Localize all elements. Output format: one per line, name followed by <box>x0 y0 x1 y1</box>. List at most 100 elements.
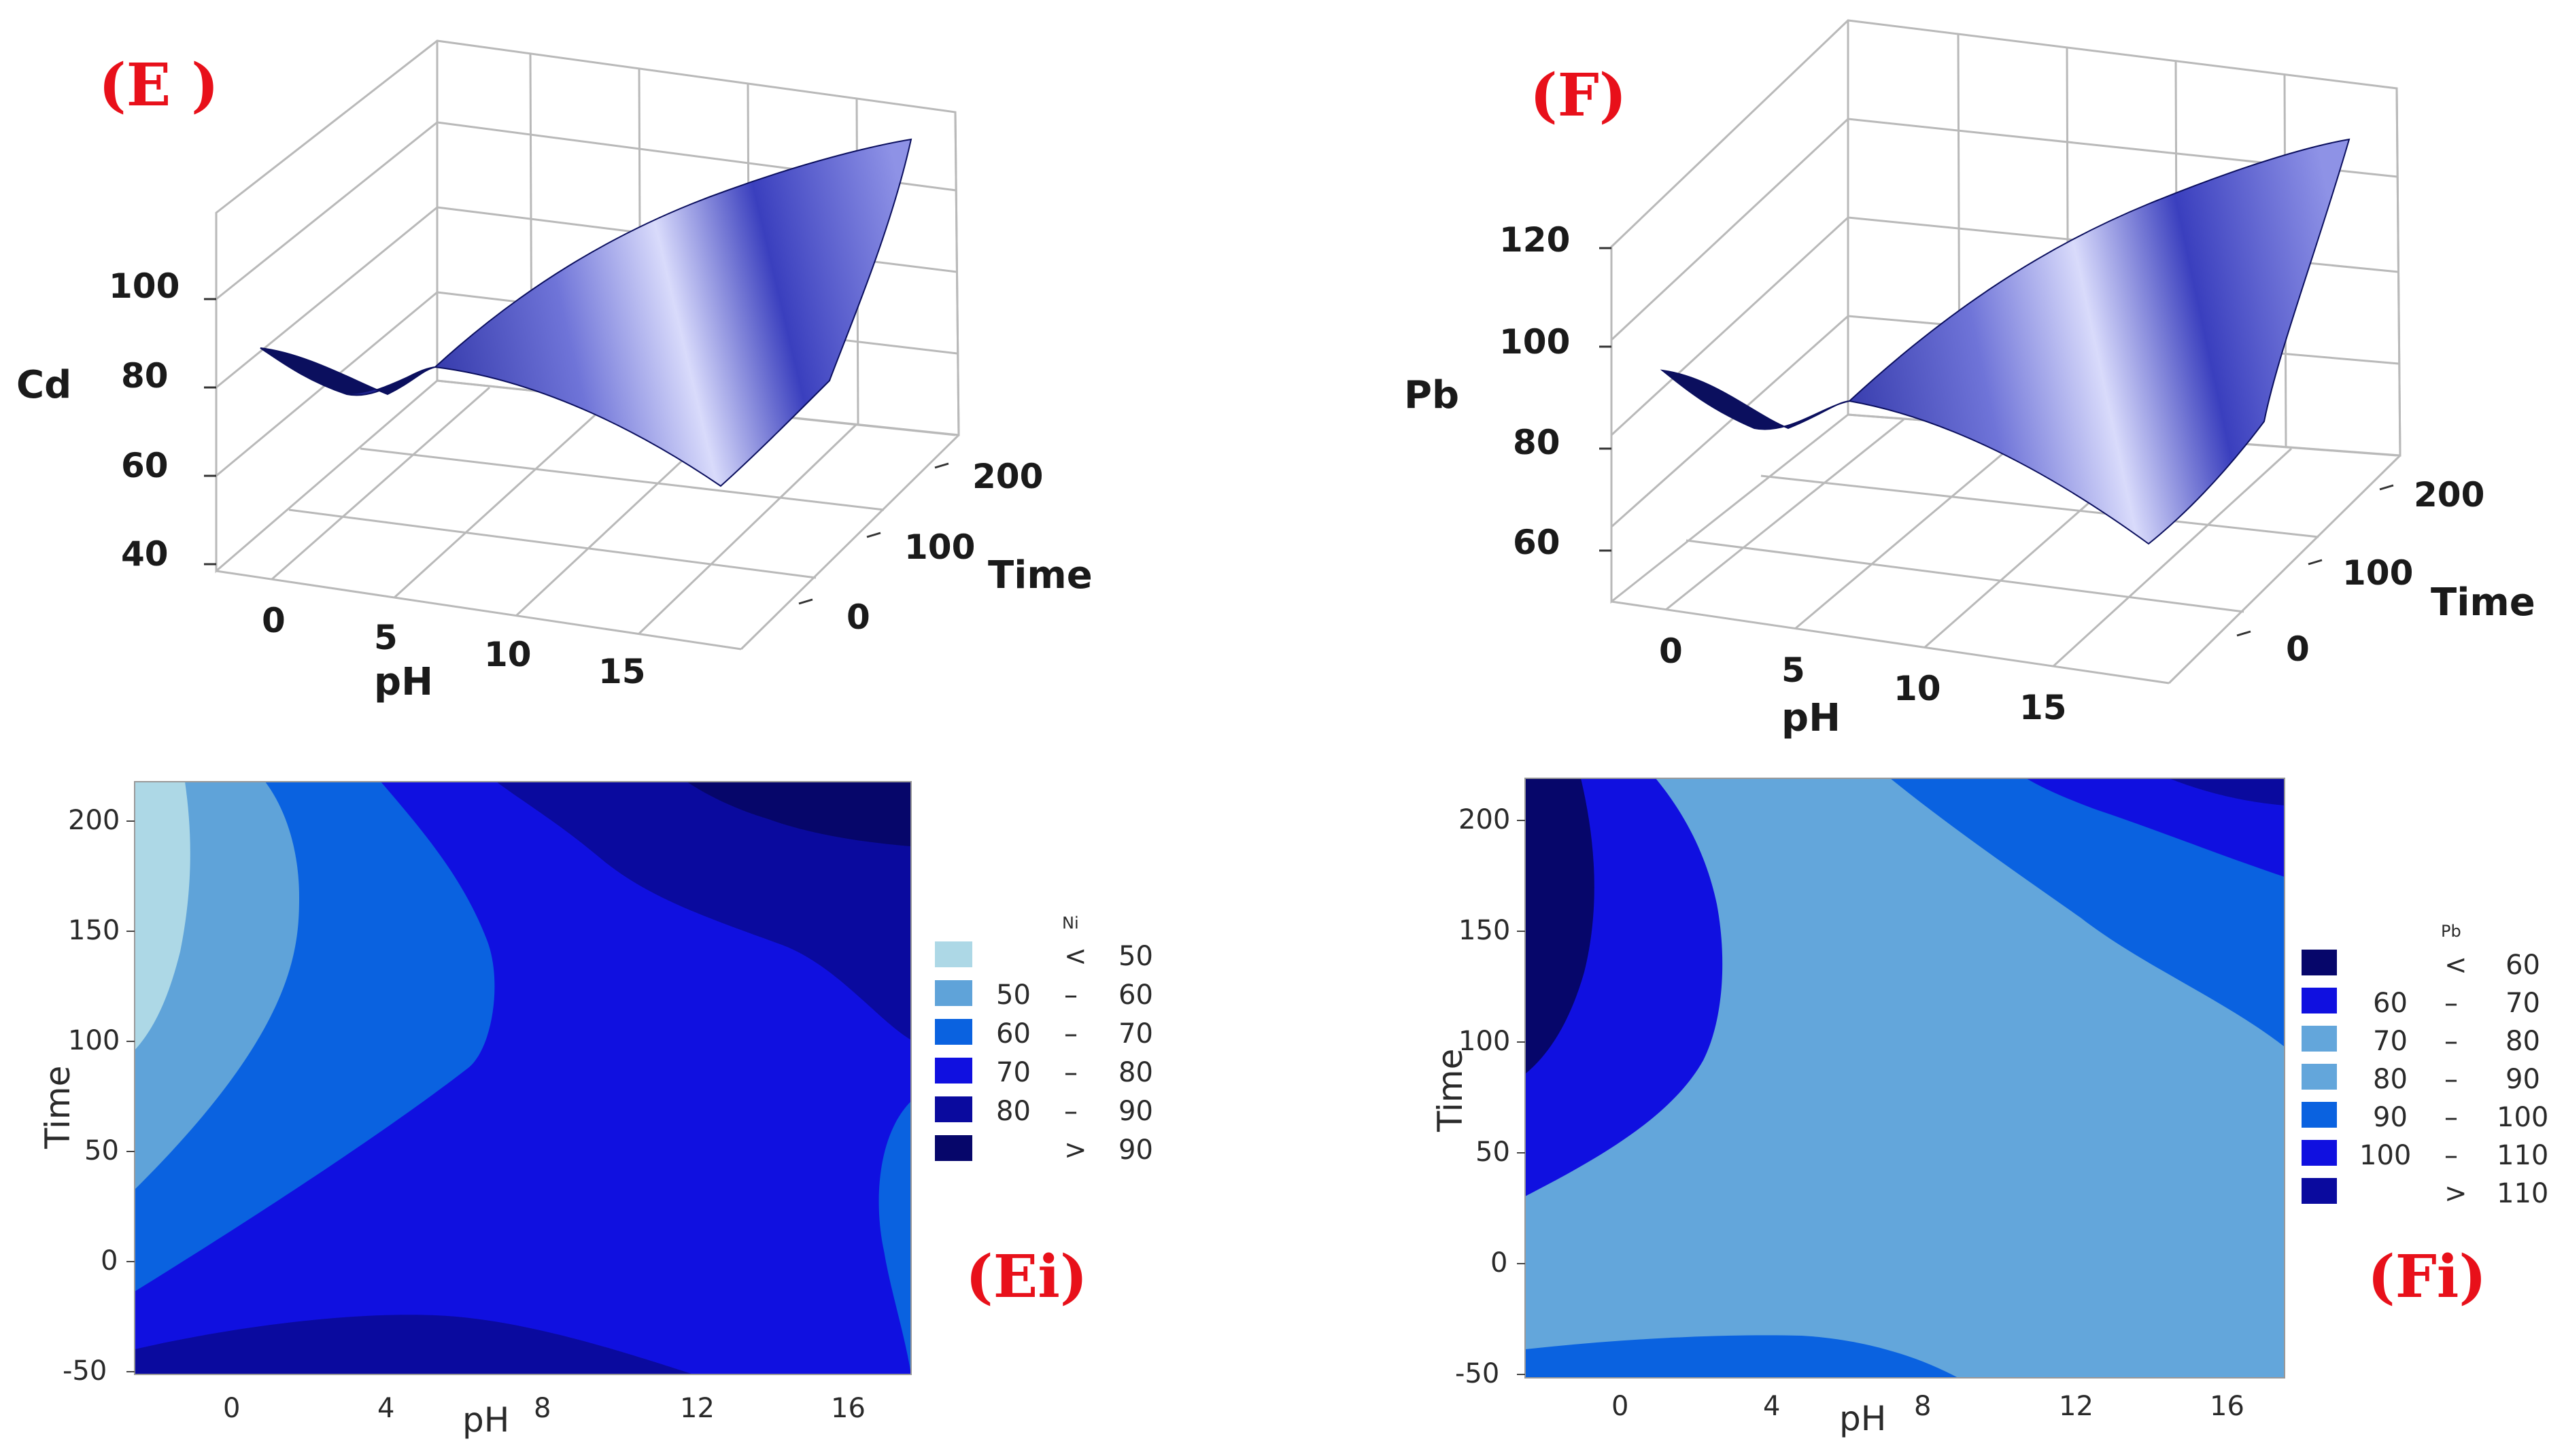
legend-swatch <box>2302 1102 2337 1128</box>
contour-fi-y-tick: 100 <box>1458 1026 1510 1057</box>
legend-item-text: 80 <box>2373 1064 2408 1095</box>
legend-item-text: < <box>1064 941 1087 972</box>
legend-item-text: – <box>2444 988 2458 1019</box>
legend-swatch <box>935 1019 972 1045</box>
legend-item-text: – <box>2444 1064 2458 1095</box>
legend-item-text: 70 <box>2373 1026 2408 1057</box>
legend-swatch <box>935 980 972 1006</box>
legend-item-text: – <box>2444 1026 2458 1057</box>
legend-item-text: 70 <box>2506 988 2540 1019</box>
surface-f-y-tick: 0 <box>2286 629 2310 669</box>
contour-region <box>496 782 911 1040</box>
legend-item-text: – <box>2444 1102 2458 1133</box>
surface-f-y-tick: 200 <box>2414 475 2484 515</box>
surface-f-x-tick: 15 <box>2019 688 2067 727</box>
contour-ei-y-tick: 200 <box>68 805 120 836</box>
legend-item-text: 80 <box>1118 1057 1153 1088</box>
legend-swatch <box>935 941 972 967</box>
contour-ei-y-tick: 50 <box>84 1135 119 1166</box>
surface-plot-f: 120 100 80 60 Pb 0 5 10 15 pH 0 100 200 … <box>1404 19 2535 740</box>
legend-item-text: 70 <box>1118 1018 1153 1050</box>
surface-e-y-label: Time <box>988 553 1093 597</box>
legend-item-text: 90 <box>2373 1102 2408 1133</box>
surface-f-underside <box>1662 370 1849 430</box>
contour-ei-y-ticks <box>126 820 135 1372</box>
legend-item-text: 80 <box>996 1096 1031 1127</box>
contour-ei-x-label: pH <box>462 1400 509 1440</box>
legend-item-text: 90 <box>2506 1064 2540 1095</box>
legend-item-text: – <box>1064 980 1078 1011</box>
surface-f-y-ticks <box>2236 484 2394 637</box>
legend-item-text: 60 <box>2373 988 2408 1019</box>
legend-swatch <box>2302 1064 2337 1090</box>
panel-label-e: (E ) <box>99 51 219 120</box>
surface-e-z-tick: 60 <box>121 446 169 485</box>
surface-e-x-tick: 15 <box>598 652 646 691</box>
contour-fi-x-tick: 12 <box>2059 1391 2093 1422</box>
legend-item-text: 50 <box>996 980 1031 1011</box>
contour-ei-x-tick: 16 <box>831 1393 866 1424</box>
contour-fi-y-tick: 50 <box>1475 1137 1510 1168</box>
surface-f-z-tick: 60 <box>1513 523 1560 562</box>
legend-swatch <box>2302 988 2337 1013</box>
contour-ei-y-label: Time <box>38 1066 78 1149</box>
surface-e-z-label: Cd <box>16 363 71 407</box>
legend-swatch <box>2302 1026 2337 1052</box>
contour-ei-y-tick: 0 <box>101 1245 118 1277</box>
surface-f-y-label: Time <box>2431 580 2535 625</box>
legend-swatch <box>935 1096 972 1122</box>
panel-label-f: (F) <box>1530 61 1626 130</box>
contour-fi-y-tick: -50 <box>1455 1358 1499 1389</box>
surface-e-z-tick: 100 <box>109 266 180 306</box>
surface-e-x-tick: 0 <box>262 601 286 640</box>
legend-item-text: 90 <box>1118 1096 1153 1127</box>
surface-f-x-tick: 10 <box>1894 669 1941 708</box>
contour-fi-legend: Pb < 60 60 – 70 70 – 80 80 – 90 90 – 100… <box>2302 922 2548 1209</box>
surface-e-z-tick: 40 <box>121 534 169 574</box>
contour-region <box>2169 778 2285 805</box>
surface-f-z-tick: 120 <box>1499 220 1570 260</box>
surface-f-x-tick: 0 <box>1659 631 1683 671</box>
contour-fi-x-tick: 8 <box>1914 1391 1931 1422</box>
legend-item-text: 110 <box>2497 1140 2548 1171</box>
legend-title: Ni <box>1062 914 1079 933</box>
contour-ei-regions <box>135 782 911 1374</box>
surface-e-y-tick: 0 <box>847 597 870 637</box>
legend-swatch <box>2302 1178 2337 1204</box>
legend-item-text: – <box>1064 1096 1078 1127</box>
surface-f-x-tick: 5 <box>1781 651 1805 690</box>
surface-e-y-tick: 200 <box>972 457 1043 496</box>
legend-item-text: 100 <box>2497 1102 2548 1133</box>
legend-item-text: 50 <box>1118 941 1153 972</box>
surface-f-y-tick: 100 <box>2342 553 2413 593</box>
legend-item-text: 60 <box>2506 950 2540 981</box>
surface-e-x-tick: 10 <box>484 635 532 674</box>
contour-ei-legend: Ni < 50 50 – 60 60 – 70 70 – 80 80 – 90 … <box>935 914 1153 1166</box>
surface-e-x-label: pH <box>374 660 433 704</box>
contour-region <box>2026 778 2285 877</box>
contour-fi-x-tick: 0 <box>1611 1391 1628 1422</box>
legend-item-text: > <box>2444 1178 2467 1209</box>
surface-f-z-tick: 100 <box>1499 322 1570 362</box>
contour-fi-regions <box>1525 778 2285 1378</box>
legend-item-text: – <box>2444 1140 2458 1171</box>
contour-region <box>878 1101 911 1374</box>
contour-ei-x-tick: 8 <box>534 1393 551 1424</box>
contour-fi-y-tick: 150 <box>1458 915 1510 946</box>
legend-item-text: – <box>1064 1018 1078 1050</box>
contour-ei-y-tick: 150 <box>68 915 120 946</box>
contour-fi-x-tick: 4 <box>1763 1391 1780 1422</box>
surface-e-underside <box>260 348 435 394</box>
surface-f-z-label: Pb <box>1404 373 1459 417</box>
surface-f-mesh <box>1660 138 2351 545</box>
surface-e-y-tick: 100 <box>904 527 975 567</box>
legend-item-text: – <box>1064 1057 1078 1088</box>
contour-fi-x-tick: 16 <box>2210 1391 2244 1422</box>
contour-plot-ei: -50 0 50 100 150 200 Time 0 4 8 12 16 pH… <box>38 781 1153 1440</box>
surface-plot-e: 100 80 60 40 Cd 0 5 10 15 pH 0 100 200 T… <box>16 39 1093 704</box>
legend-swatch <box>2302 950 2337 975</box>
legend-item-text: 110 <box>2497 1178 2548 1209</box>
contour-fi-y-tick: 200 <box>1458 804 1510 835</box>
surface-f-z-tick: 80 <box>1513 423 1560 462</box>
legend-title: Pb <box>2441 922 2461 941</box>
